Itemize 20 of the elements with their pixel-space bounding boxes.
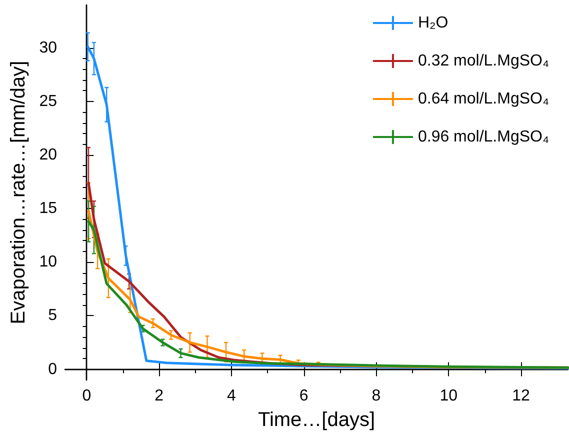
legend-label: 0.32 mol/L.MgSO₄ bbox=[418, 52, 549, 70]
y-tick-label: 15 bbox=[39, 200, 58, 218]
x-tick-label: 4 bbox=[227, 388, 236, 404]
y-tick-label: 0 bbox=[48, 360, 58, 378]
x-tick-label: 2 bbox=[154, 388, 164, 404]
x-tick-label: 10 bbox=[440, 388, 458, 404]
x-tick-label: 0 bbox=[82, 388, 92, 404]
legend-label: H₂O bbox=[418, 14, 448, 32]
legend-label: 0.96 mol/L.MgSO₄ bbox=[418, 128, 549, 146]
y-tick-label: 20 bbox=[39, 146, 58, 164]
x-axis-title: Time…[days] bbox=[258, 409, 376, 431]
x-tick-label: 8 bbox=[372, 388, 381, 404]
y-tick-label: 10 bbox=[39, 254, 58, 271]
y-tick-label: 25 bbox=[39, 92, 58, 110]
y-axis-title: Evaporation…rate…[mm/day] bbox=[7, 60, 30, 324]
x-tick-label: 6 bbox=[299, 388, 308, 404]
y-tick-label: 30 bbox=[39, 39, 58, 56]
legend-label: 0.64 mol/L.MgSO₄ bbox=[418, 90, 549, 108]
x-tick-label: 12 bbox=[512, 388, 530, 404]
y-tick-label: 5 bbox=[48, 307, 58, 324]
